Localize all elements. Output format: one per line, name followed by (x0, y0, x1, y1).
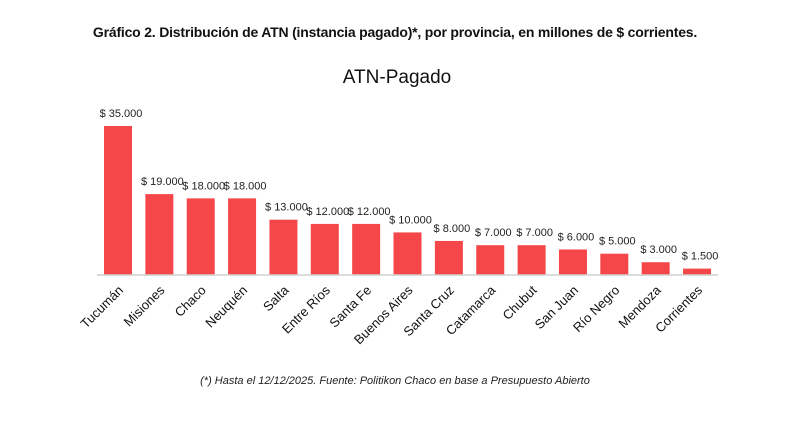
data-label: $ 3.000 (640, 244, 677, 256)
x-tick-label: Misiones (121, 282, 168, 329)
figure-heading: Gráfico 2. Distribución de ATN (instanci… (92, 24, 698, 40)
data-label: $ 12.000 (306, 206, 349, 218)
bar (641, 262, 670, 275)
data-label: $ 8.000 (434, 223, 471, 235)
bar (434, 240, 463, 275)
data-label: $ 18.000 (182, 180, 225, 192)
bar (476, 245, 505, 275)
x-tick-label: Neuquén (202, 283, 250, 331)
x-tick-label: Chaco (172, 283, 209, 320)
bar (145, 194, 174, 275)
bar (600, 253, 629, 275)
data-label: $ 5.000 (599, 236, 636, 248)
x-tick-label: Chubut (499, 282, 540, 323)
x-tick-label: Salta (260, 282, 292, 314)
footnote: (*) Hasta el 12/12/2025. Fuente: Politik… (200, 375, 590, 387)
bar (228, 198, 257, 275)
data-label: $ 6.000 (558, 231, 595, 243)
data-label: $ 18.000 (224, 180, 267, 192)
bar (269, 219, 298, 275)
bar (352, 223, 381, 275)
bar (517, 245, 546, 275)
bar (104, 126, 132, 275)
data-label: $ 12.000 (348, 206, 391, 218)
data-label: $ 10.000 (389, 214, 432, 226)
data-label: $ 1.500 (682, 251, 719, 263)
data-label: $ 13.000 (265, 202, 308, 214)
bar (310, 223, 339, 275)
data-label: $ 35.000 (100, 108, 143, 120)
bar (393, 232, 422, 275)
x-tick-label: Tucumán (78, 283, 127, 332)
data-label: $ 19.000 (141, 176, 184, 188)
data-label: $ 7.000 (475, 227, 512, 239)
bar (683, 268, 712, 275)
bar (186, 198, 215, 275)
data-label: $ 7.000 (516, 227, 553, 239)
bar (558, 249, 587, 275)
chart-title: ATN-Pagado (343, 67, 451, 88)
